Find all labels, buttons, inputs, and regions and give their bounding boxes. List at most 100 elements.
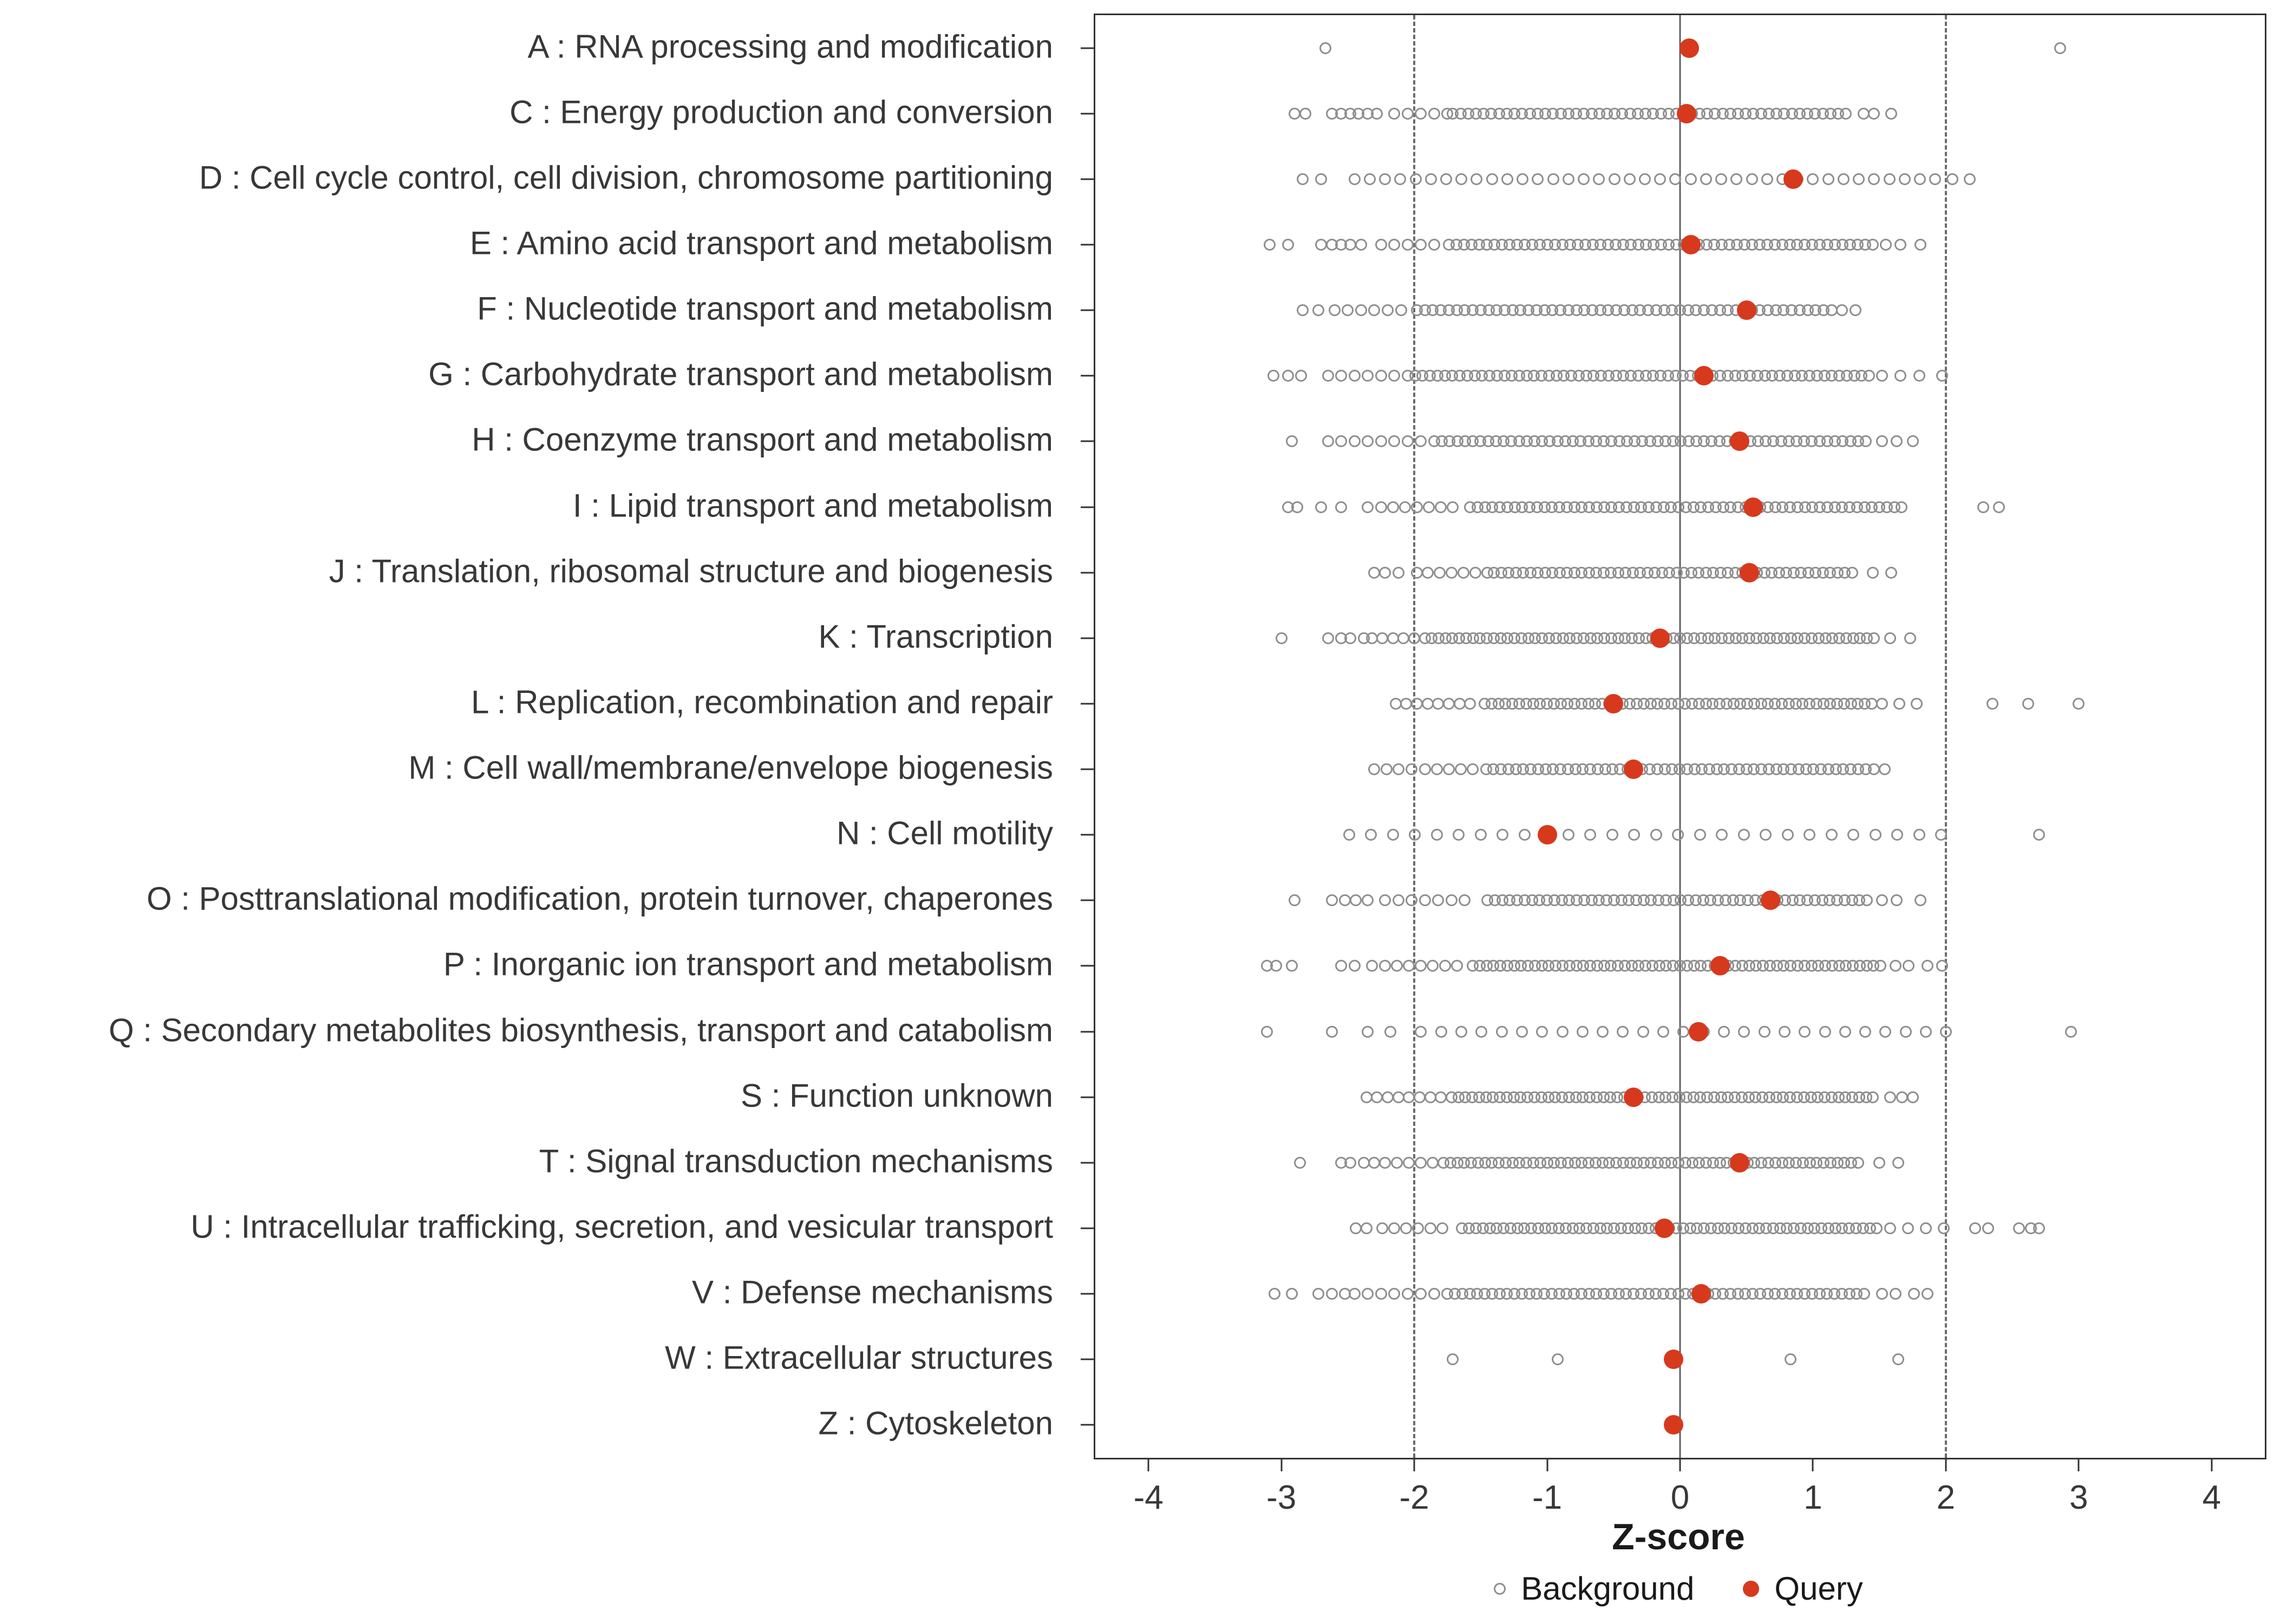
background-point	[1388, 435, 1401, 448]
threshold-line-dashed	[1944, 15, 1947, 1458]
y-tick	[1081, 1031, 1094, 1033]
background-point	[1363, 173, 1376, 185]
y-tick	[1081, 375, 1094, 377]
background-point	[1876, 697, 1889, 710]
background-point	[1901, 1222, 1914, 1235]
category-label: P : Inorganic ion transport and metaboli…	[443, 946, 1053, 983]
background-point	[1896, 501, 1908, 513]
background-point	[1295, 370, 1308, 382]
background-point	[1867, 1091, 1879, 1103]
y-tick	[1081, 965, 1094, 967]
background-point	[1908, 1288, 1920, 1300]
background-point	[1457, 566, 1469, 579]
zero-line	[1679, 15, 1681, 1458]
background-point	[1343, 829, 1355, 841]
legend-item-background: Background	[1494, 1570, 1694, 1607]
background-point	[1597, 1025, 1609, 1038]
background-point	[1428, 1288, 1440, 1300]
x-tick-label: 2	[1936, 1479, 1956, 1516]
background-point	[1867, 632, 1880, 644]
query-point	[1654, 1219, 1674, 1239]
background-point	[1889, 960, 1901, 972]
background-point	[1439, 960, 1451, 972]
background-point	[1536, 1025, 1548, 1038]
background-point	[1430, 829, 1443, 841]
x-tick-label: 3	[2069, 1479, 2088, 1516]
category-label: T : Signal transduction mechanisms	[539, 1143, 1053, 1180]
background-point	[1761, 173, 1773, 185]
background-point	[1837, 173, 1850, 185]
query-point	[1760, 890, 1780, 911]
background-point	[1501, 173, 1513, 185]
category-label: F : Nucleotide transport and metabolism	[477, 290, 1053, 327]
background-point	[1415, 435, 1427, 448]
background-point	[1286, 960, 1298, 972]
background-point	[1392, 566, 1404, 579]
background-point	[1387, 501, 1399, 513]
background-point	[1921, 1288, 1933, 1300]
category-label: L : Replication, recombination and repai…	[471, 684, 1053, 721]
background-point	[1847, 829, 1860, 841]
background-point	[1464, 697, 1476, 710]
background-point	[1415, 1156, 1427, 1169]
background-point	[1778, 1025, 1791, 1038]
category-label: U : Intracellular trafficking, secretion…	[191, 1208, 1053, 1245]
x-tick	[1945, 1459, 1947, 1471]
background-point	[1467, 763, 1479, 776]
background-point	[1401, 1288, 1414, 1300]
background-point	[1350, 894, 1362, 907]
background-point	[1868, 173, 1880, 185]
background-point	[1442, 763, 1455, 776]
background-point	[1852, 1156, 1864, 1169]
background-point	[1913, 370, 1925, 382]
background-point	[1388, 238, 1401, 251]
query-point	[1624, 759, 1644, 780]
y-axis-labels: A : RNA processing and modification C : E…	[0, 14, 1069, 1456]
query-point	[1604, 693, 1624, 713]
background-point	[1328, 304, 1341, 317]
query-point	[1681, 234, 1701, 254]
background-point	[1889, 1288, 1901, 1300]
background-point	[1430, 763, 1443, 776]
y-tick	[1081, 834, 1094, 836]
category-label: K : Transcription	[818, 618, 1053, 655]
background-point	[1469, 566, 1481, 579]
background-circle-icon	[1494, 1582, 1506, 1595]
query-point	[1663, 1415, 1683, 1435]
background-point	[1936, 960, 1948, 972]
y-tick	[1081, 1162, 1094, 1164]
background-point	[1348, 960, 1361, 972]
category-label: V : Defense mechanisms	[692, 1274, 1053, 1311]
background-point	[1371, 107, 1383, 120]
y-tick	[1081, 440, 1094, 442]
background-point	[1883, 173, 1896, 185]
query-point	[1730, 431, 1750, 451]
background-point	[1325, 894, 1338, 907]
background-point	[1657, 1025, 1670, 1038]
background-point	[1868, 107, 1880, 120]
background-point	[1654, 173, 1667, 185]
background-point	[1376, 1222, 1389, 1235]
background-point	[1846, 566, 1858, 579]
background-point	[1335, 435, 1348, 448]
background-point	[1920, 1222, 1932, 1235]
background-point	[1910, 697, 1923, 710]
background-point	[1781, 829, 1794, 841]
x-tick	[1679, 1459, 1681, 1471]
background-point	[1840, 107, 1852, 120]
background-point	[1474, 829, 1487, 841]
background-point	[1384, 1025, 1396, 1038]
background-point	[1423, 501, 1435, 513]
background-point	[1275, 632, 1288, 644]
background-point	[1891, 435, 1903, 448]
query-point	[1710, 956, 1730, 976]
background-point	[1415, 107, 1427, 120]
background-point	[1382, 304, 1394, 317]
background-point	[1375, 370, 1387, 382]
background-point	[1486, 173, 1498, 185]
background-point	[1532, 173, 1544, 185]
background-point	[1315, 173, 1328, 185]
background-point	[1807, 173, 1819, 185]
query-point	[1677, 103, 1697, 123]
y-tick	[1081, 47, 1094, 49]
